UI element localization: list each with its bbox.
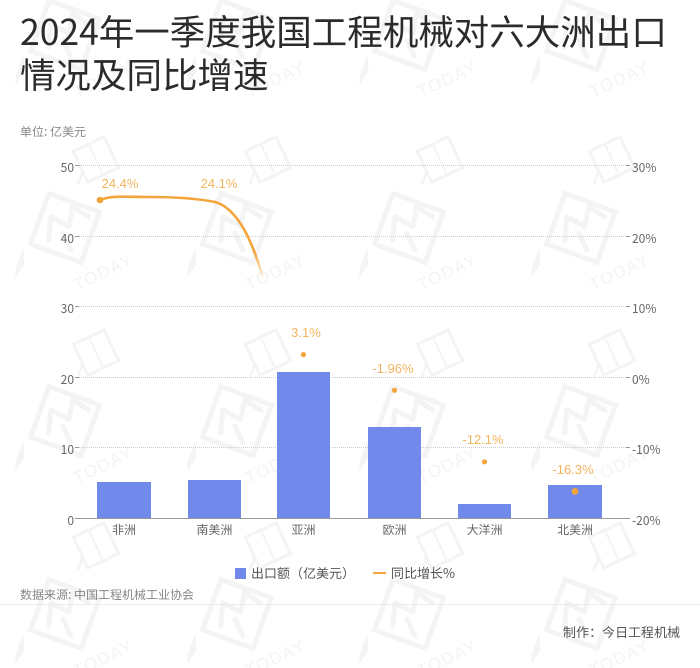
- svg-text:3.1%: 3.1%: [291, 325, 321, 340]
- svg-text:-12.1%: -12.1%: [462, 432, 504, 447]
- svg-text:24.4%: 24.4%: [102, 176, 139, 191]
- svg-text:24.1%: 24.1%: [201, 176, 238, 191]
- svg-text:-16.3%: -16.3%: [552, 462, 594, 477]
- svg-text:-1.96%: -1.96%: [372, 361, 414, 376]
